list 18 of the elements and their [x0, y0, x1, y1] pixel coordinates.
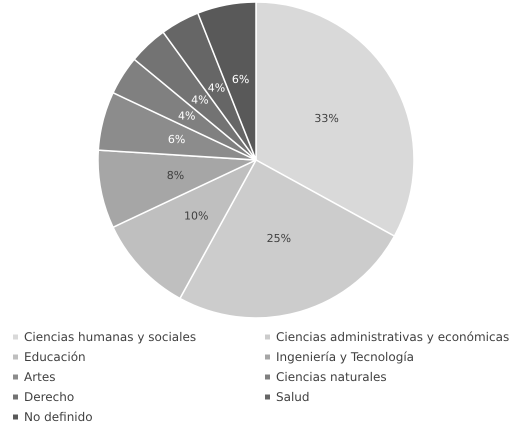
data-label: 25%: [266, 232, 292, 246]
data-label: 10%: [184, 210, 208, 223]
legend-label: Ciencias administrativas y económicas: [276, 330, 509, 344]
legend-label: Ciencias humanas y sociales: [24, 330, 196, 344]
data-label: 4%: [178, 110, 196, 123]
data-label: 4%: [191, 94, 209, 107]
legend-label: Derecho: [24, 390, 74, 404]
data-label: 6%: [232, 72, 250, 86]
legend-label: Ingeniería y Tecnología: [276, 350, 414, 364]
legend-label: Educación: [24, 350, 86, 364]
legend-label: Salud: [276, 390, 310, 404]
data-label: 4%: [208, 82, 226, 95]
data-label: 6%: [168, 133, 186, 146]
legend-label: Ciencias naturales: [276, 370, 387, 384]
legend-label: No definido: [24, 410, 93, 424]
legend-label: Artes: [24, 370, 56, 384]
data-label: 8%: [166, 168, 184, 182]
data-label: 33%: [314, 112, 339, 125]
